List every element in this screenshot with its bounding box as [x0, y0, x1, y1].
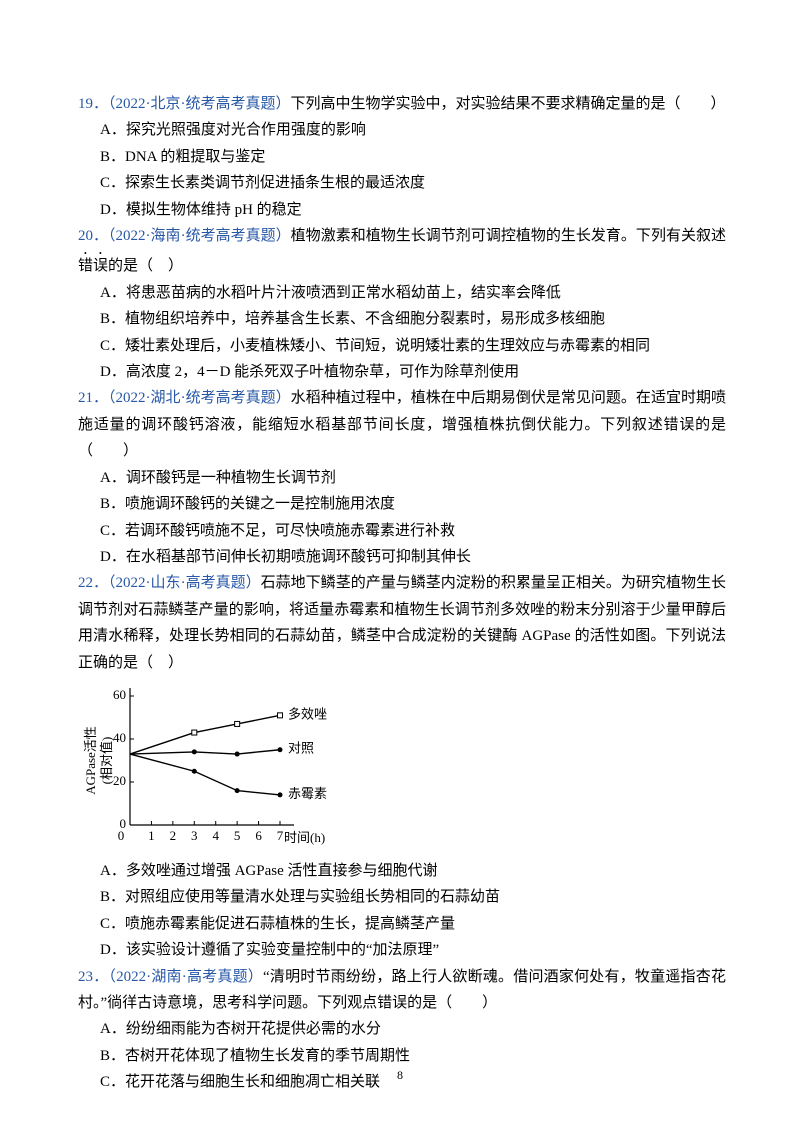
- data-point: [234, 751, 240, 757]
- option: A．多效唑通过增强 AGPase 活性直接参与细胞代谢: [100, 862, 438, 879]
- question-number: 23．: [78, 968, 109, 985]
- series-label: 赤霉素: [288, 786, 327, 801]
- x-tick-label: 3: [191, 828, 198, 843]
- question-text: 的是（ ）: [108, 258, 184, 275]
- option: C．花开花落与细胞生长和细胞凋亡相关联: [100, 1074, 381, 1091]
- data-point: [277, 747, 283, 753]
- question-number: 22．: [78, 575, 109, 592]
- x-tick-label: 0: [118, 828, 125, 843]
- option: B．喷施调环酸钙的关键之一是控制施用浓度: [100, 496, 396, 513]
- series-label: 多效唑: [288, 706, 327, 721]
- option: A．调环酸钙是一种植物生长调节剂: [100, 469, 336, 486]
- question-text: 下列高中生物学实验中，对实验结果不要求精确定量的是（ ）: [290, 96, 726, 112]
- option: A．探究光照强度对光合作用强度的影响: [100, 122, 366, 139]
- question-number: 20．: [78, 228, 109, 245]
- chart: 0 20 40 60 0 1 2 3 4 5 6 7 时间(h) AGPase活性 (相对值) 多效唑对照赤霉…: [83, 687, 327, 845]
- y-tick-label: 40: [113, 730, 126, 745]
- option: D．在水稻基部节间伸长初期喷施调环酸钙可抑制其伸长: [100, 548, 471, 565]
- option: C．矮壮素处理后，小麦植株矮小、节间短，说明矮壮素的生理效应与赤霉素的相同: [100, 337, 651, 354]
- y-axis-label: (相对值): [99, 737, 114, 785]
- option: B．DNA 的粗提取与鉴定: [100, 148, 266, 165]
- option: B．植物组织培养中，培养基含生长素、不含细胞分裂素时，易形成多核细胞: [100, 311, 606, 328]
- data-point: [277, 792, 283, 798]
- series-line: [129, 753, 281, 796]
- data-point: [277, 712, 283, 719]
- data-point: [191, 749, 197, 755]
- question-text: “清明时节雨纷纷，路上行人欲断魂。借问酒家何处有，牧童遥指杏花村。”徜徉古诗意境…: [78, 968, 726, 1011]
- option: D．该实验设计遵循了实验变量控制中的“加法原理”: [100, 942, 440, 959]
- option: A．将患恶苗病的水稻叶片汁液喷洒到正常水稻幼苗上，结实率会降低: [100, 284, 561, 301]
- option: D．高浓度 2，4－D 能杀死双子叶植物杂草，可作为除草剂使用: [100, 364, 520, 381]
- question-number: 21．: [78, 390, 109, 407]
- question-stem: 22．（2022·山东·高考真题）石蒜地下鳞茎的产量与鳞茎内淀粉的积累量呈正相关…: [78, 570, 726, 676]
- y-tick-label: 60: [113, 687, 126, 702]
- y-tick-label: 0: [120, 816, 127, 831]
- option: C．喷施赤霉素能促进石蒜植株的生长，提高鳞茎产量: [100, 915, 456, 932]
- question-stem: 20．（2022·海南·统考高考真题）植物激素和植物生长调节剂可调控植物的生长发…: [78, 223, 726, 280]
- question-number: 19．: [78, 96, 109, 112]
- question-stem: 23．（2022·湖南·高考真题）“清明时节雨纷纷，路上行人欲断魂。借问酒家何处…: [78, 964, 726, 1017]
- y-axis-label: AGPase活性: [83, 726, 98, 795]
- question-source: （2022·北京·统考高考真题）: [108, 96, 291, 112]
- question-stem: 21．（2022·湖北·统考高考真题）水稻种植过程中，植株在中后期易倒伏是常见问…: [78, 385, 726, 464]
- x-tick-label: 4: [212, 828, 219, 843]
- x-tick-label: 2: [170, 828, 177, 843]
- option: D．模拟生物体维持 pH 的稳定: [100, 201, 302, 218]
- series-label: 对照: [288, 741, 314, 756]
- question-text: 植物激素和植物生长调节剂可调控植物的生长发育。下列有关叙述: [290, 228, 726, 245]
- option: B．对照组应使用等量清水处理与实验组长势相同的石蒜幼苗: [100, 889, 501, 906]
- question-source: （2022·湖北·统考高考真题）: [108, 390, 291, 407]
- option: C．若调环酸钙喷施不足，可尽快喷施赤霉素进行补救: [100, 522, 456, 539]
- data-point: [234, 788, 240, 794]
- page-number: 8: [397, 1068, 403, 1082]
- question-text: 石蒜地下鳞茎的产量与鳞茎内淀粉的积累量呈正相关。为研究植物生长调节剂对石蒜鳞茎产…: [78, 575, 726, 671]
- emphasis-text: 错误: [78, 258, 109, 275]
- data-point: [234, 720, 241, 727]
- series-line: [129, 748, 281, 755]
- option: A．纷纷细雨能为杏树开花提供必需的水分: [100, 1021, 381, 1038]
- x-tick-label: 6: [255, 828, 262, 843]
- series-line: [129, 714, 281, 755]
- y-tick-label: 20: [113, 773, 126, 788]
- x-tick-label: 1: [148, 828, 155, 843]
- question-source: （2022·海南·统考高考真题）: [108, 228, 291, 245]
- x-tick-label: 7: [277, 828, 284, 843]
- option: B．杏树开花体现了植物生长发育的季节周期性: [100, 1047, 411, 1064]
- document: 19．（2022·北京·统考高考真题）下列高中生物学实验中，对实验结果不要求精确…: [78, 91, 726, 1096]
- x-tick-label: 5: [234, 828, 241, 843]
- question-text: 水稻种植过程中，植株在中后期易倒伏是常见问题。在适宜时期喷施适量的调环酸钙溶液，…: [78, 390, 726, 460]
- question-source: （2022·山东·高考真题）: [108, 575, 261, 592]
- option: C．探索生长素类调节剂促进插条生根的最适浓度: [100, 175, 426, 192]
- question-stem: 19．（2022·北京·统考高考真题）下列高中生物学实验中，对实验结果不要求精确…: [78, 91, 726, 117]
- x-axis-label: 时间(h): [284, 830, 325, 845]
- data-point: [191, 768, 197, 774]
- question-source: （2022·湖南·高考真题）: [108, 968, 264, 985]
- data-point: [191, 729, 198, 736]
